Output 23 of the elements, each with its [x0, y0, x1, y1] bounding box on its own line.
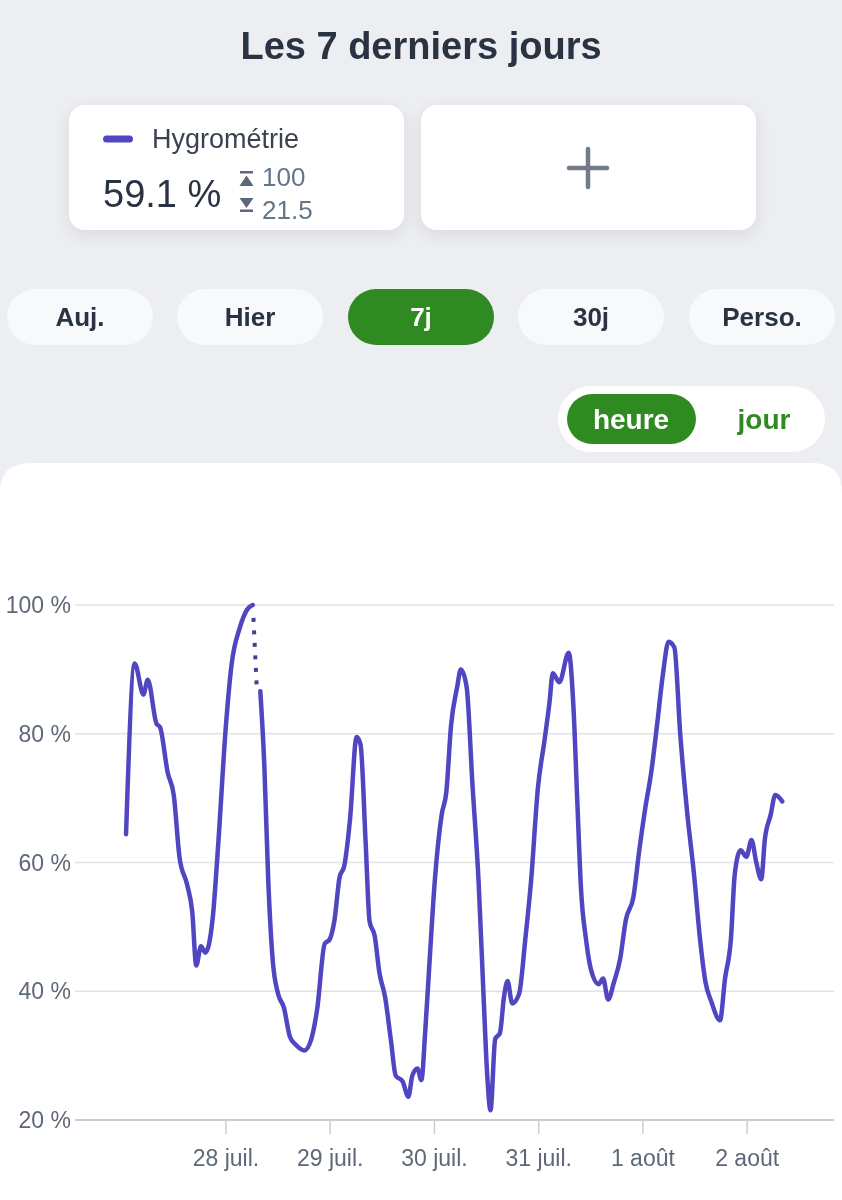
text: 59.1 %	[103, 173, 222, 215]
y-tick-label: 100 %	[5, 592, 71, 619]
y-tick-label: 80 %	[18, 720, 71, 747]
chart-title: Les 7 derniers jours	[240, 25, 602, 67]
x-tick-label: 29 juil.	[296, 1145, 364, 1171]
y-tick-label: 40 %	[18, 978, 71, 1005]
text: heure	[592, 404, 670, 435]
x-tick-label: 31 juil.	[505, 1145, 572, 1171]
legend-label: Hygrométrie	[152, 124, 300, 154]
text: 30j	[572, 302, 610, 332]
x-tick-label: 28 juil.	[192, 1145, 260, 1171]
x-tick-label: 2 août	[715, 1145, 780, 1171]
y-tick-label: 60 %	[18, 849, 71, 876]
text: Perso.	[722, 302, 802, 332]
x-tick-label: 1 août	[610, 1145, 676, 1171]
text: Hier	[224, 302, 276, 332]
text: 100	[262, 162, 306, 192]
x-tick-label: 30 juil.	[401, 1145, 468, 1171]
y-tick-label: 20 %	[18, 1107, 71, 1134]
text: 21.5	[262, 195, 313, 225]
text: Auj.	[55, 302, 105, 332]
text: jour	[736, 404, 791, 435]
text: 7j	[410, 302, 432, 332]
